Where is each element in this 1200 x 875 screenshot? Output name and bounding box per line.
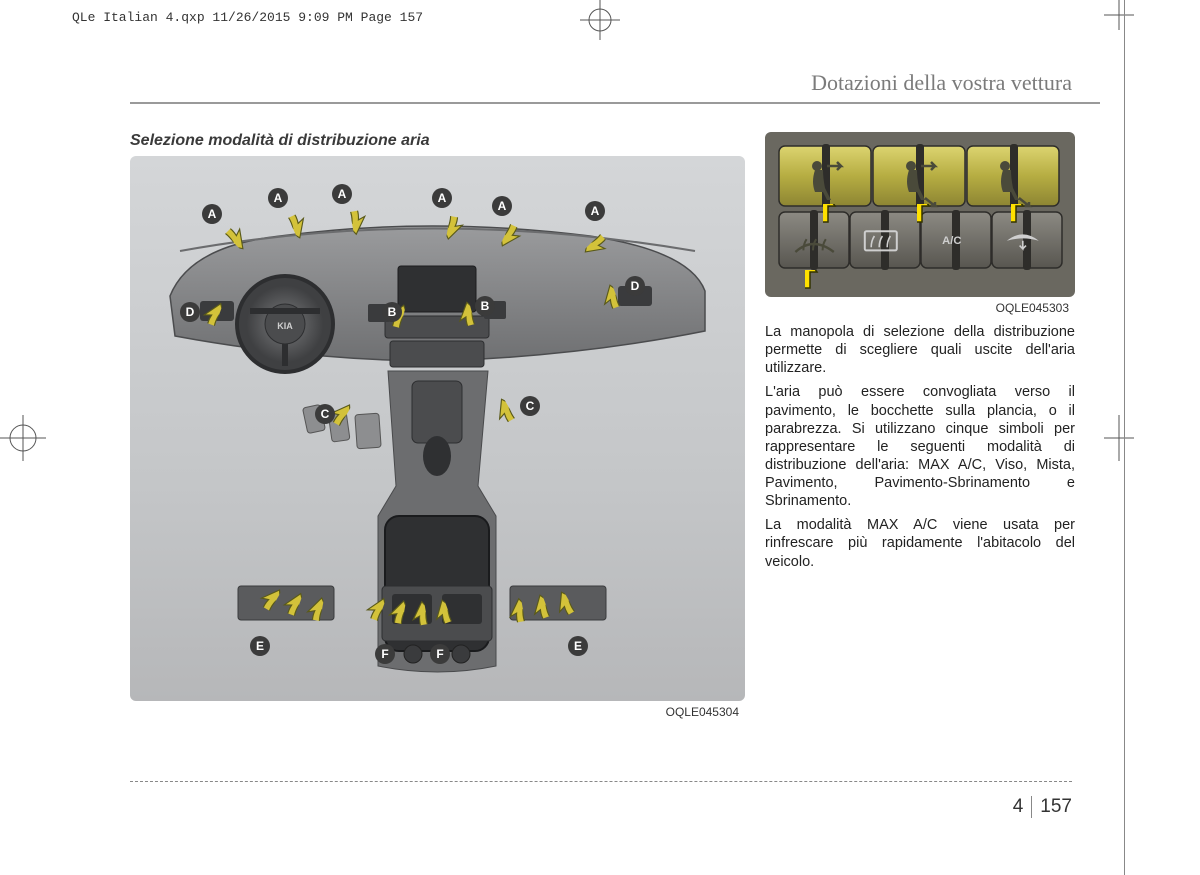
paragraph: La modalità MAX A/C viene usata per rinf… (765, 516, 1075, 570)
crop-mark-top (580, 0, 620, 40)
dashboard-svg: KIA (130, 156, 745, 701)
running-header: Dotazioni della vostra vettura (130, 70, 1100, 104)
svg-text:A: A (274, 191, 283, 205)
section-title: Selezione modalità di distribuzione aria (130, 132, 745, 150)
figure-control-panel: A/C (765, 132, 1075, 297)
svg-text:D: D (631, 279, 640, 293)
printer-header: QLe Italian 4.qxp 11/26/2015 9:09 PM Pag… (72, 10, 423, 25)
left-column: Selezione modalità di distribuzione aria (130, 132, 745, 719)
svg-text:D: D (186, 305, 195, 319)
crop-mark-top-right (1104, 0, 1134, 30)
svg-text:A: A (591, 204, 600, 218)
svg-text:E: E (256, 639, 264, 653)
trim-line-right (1124, 0, 1125, 875)
page-number: 157 (1040, 796, 1072, 818)
svg-text:KIA: KIA (277, 321, 293, 331)
footer-rule (130, 781, 1072, 782)
svg-text:A: A (498, 199, 507, 213)
chapter-number: 4 (1013, 796, 1024, 818)
svg-text:A: A (208, 207, 217, 221)
svg-text:A: A (338, 187, 347, 201)
figure-panel-caption: OQLE045303 (765, 301, 1075, 315)
panel-svg: A/C (765, 132, 1075, 297)
page-folio: 4 157 (1013, 796, 1072, 818)
paragraph: L'aria può essere convogliata verso il p… (765, 383, 1075, 510)
content-columns: Selezione modalità di distribuzione aria (130, 132, 1100, 719)
svg-text:E: E (574, 639, 582, 653)
svg-text:F: F (381, 647, 388, 661)
svg-text:C: C (526, 399, 535, 413)
svg-text:C: C (321, 407, 330, 421)
crop-mark-right (1104, 415, 1134, 461)
svg-text:B: B (388, 305, 397, 319)
svg-text:A: A (438, 191, 447, 205)
svg-text:A/C: A/C (942, 235, 961, 247)
figure-main-caption: OQLE045304 (130, 705, 745, 719)
page-body: Dotazioni della vostra vettura Selezione… (130, 70, 1100, 830)
crop-mark-left (0, 415, 46, 461)
paragraph: La manopola di selezione della distribuz… (765, 323, 1075, 377)
folio-separator (1031, 796, 1032, 818)
body-text: La manopola di selezione della distribuz… (765, 323, 1075, 571)
svg-text:B: B (481, 299, 490, 313)
right-column: A/C OQLE045303 La manopola di selezione … (765, 132, 1075, 719)
svg-text:F: F (436, 647, 443, 661)
figure-dashboard-airflow: KIA (130, 156, 745, 701)
